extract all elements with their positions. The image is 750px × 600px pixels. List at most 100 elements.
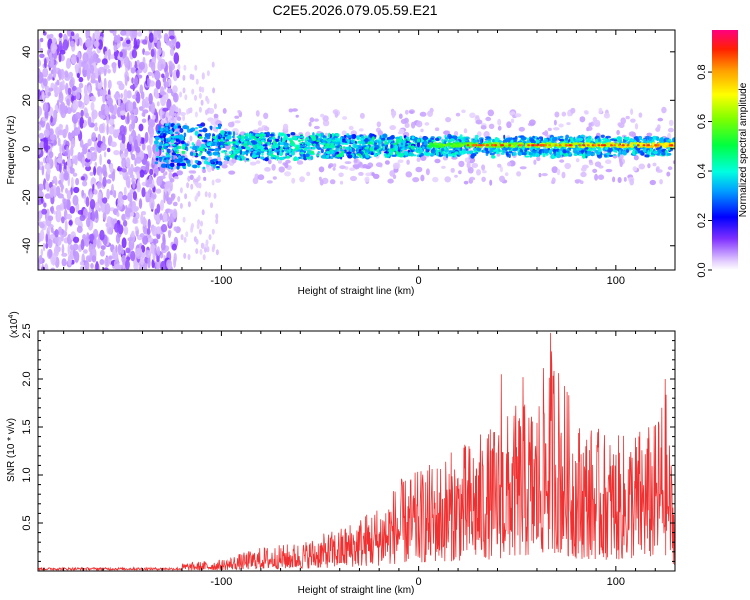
heatmap-cell	[234, 115, 240, 119]
heatmap-cell	[179, 112, 186, 116]
heatmap-cell	[665, 145, 669, 148]
heatmap-cell	[324, 132, 329, 137]
heatmap-cell	[488, 123, 495, 129]
heatmap-cell	[48, 73, 53, 80]
heatmap-cell	[593, 119, 601, 127]
heatmap-cell	[307, 146, 312, 150]
heatmap-cell	[404, 109, 409, 115]
heatmap-cell	[418, 154, 422, 158]
heatmap-cell	[529, 152, 534, 156]
heatmap-cell	[390, 110, 397, 117]
heatmap-cell	[72, 90, 77, 96]
heatmap-cell	[653, 150, 658, 155]
heatmap-cell	[198, 136, 203, 139]
heatmap-cell	[160, 94, 167, 107]
heatmap-cell	[508, 153, 511, 158]
heatmap-cell	[38, 199, 42, 206]
heatmap-cell	[90, 72, 96, 84]
heatmap-cell	[434, 127, 440, 131]
heatmap-cell	[414, 138, 418, 143]
heatmap-cell	[129, 84, 137, 90]
heatmap-cell	[168, 30, 175, 38]
heatmap-cell	[153, 36, 158, 44]
heatmap-cell	[167, 115, 173, 119]
heatmap-cell	[89, 199, 96, 210]
heatmap-cell	[155, 147, 159, 152]
heatmap-cell	[107, 97, 113, 107]
heatmap-cell	[38, 221, 44, 227]
heatmap-cell	[135, 156, 142, 164]
heatmap-cell	[175, 158, 181, 163]
heatmap-cell	[140, 91, 145, 100]
heatmap-cell	[207, 132, 211, 137]
heatmap-cell	[293, 144, 297, 148]
heatmap-cell	[142, 217, 147, 226]
heatmap-cell	[165, 158, 169, 164]
heatmap-cell	[175, 137, 179, 142]
heatmap-cell	[177, 196, 181, 202]
heatmap-cell	[263, 126, 270, 132]
heatmap-cell	[342, 146, 346, 149]
heatmap-cell	[173, 252, 177, 263]
heatmap-cell	[498, 148, 501, 152]
heatmap-cell	[228, 151, 233, 155]
heatmap-cell	[56, 79, 60, 86]
heatmap-cell	[387, 154, 391, 157]
heatmap-cell	[194, 94, 197, 101]
heatmap-cell	[175, 41, 181, 49]
heatmap-cell	[106, 179, 112, 184]
heatmap-cell	[264, 167, 271, 172]
heatmap-cell	[652, 162, 657, 167]
heatmap-cell	[524, 155, 530, 158]
heatmap-cell	[186, 182, 190, 189]
heatmap-cell	[163, 191, 166, 204]
heatmap-cell	[116, 129, 121, 134]
heatmap-cell	[94, 126, 99, 132]
heatmap-cell	[277, 160, 282, 164]
heatmap-cell	[371, 172, 375, 177]
heatmap-cell	[424, 122, 430, 126]
heatmap-cell	[155, 226, 162, 235]
heatmap-cell	[591, 138, 594, 142]
heatmap-cell	[648, 136, 653, 141]
heatmap-cell	[544, 130, 549, 137]
heatmap-cell	[123, 89, 128, 101]
heatmap-cell	[137, 179, 140, 190]
heatmap-cell	[161, 224, 168, 233]
heatmap-cell	[597, 174, 605, 180]
heatmap-cell	[403, 151, 409, 156]
heatmap-cell	[499, 175, 505, 183]
heatmap-cell	[166, 154, 171, 158]
heatmap-cell	[42, 242, 46, 252]
heatmap-cell	[129, 212, 135, 217]
heatmap-cell	[131, 230, 135, 238]
heatmap-cell	[514, 113, 522, 118]
heatmap-cell	[170, 159, 175, 163]
heatmap-cell	[81, 176, 85, 181]
heatmap-cell	[636, 142, 639, 145]
heatmap-cell	[195, 248, 199, 255]
heatmap-cell	[328, 132, 331, 138]
heatmap-cell	[201, 209, 205, 216]
heatmap-cell	[119, 51, 123, 58]
heatmap-cell	[207, 166, 212, 173]
heatmap-cell	[598, 107, 603, 114]
heatmap-cell	[262, 144, 268, 147]
heatmap-cell	[526, 140, 531, 144]
heatmap-cell	[322, 135, 326, 139]
heatmap-cell	[129, 199, 133, 208]
heatmap-cell	[105, 222, 109, 228]
heatmap-cell	[121, 237, 127, 249]
heatmap-cell	[333, 135, 338, 139]
heatmap-cell	[290, 151, 295, 156]
heatmap-cell	[99, 229, 105, 241]
heatmap-cell	[138, 198, 143, 209]
heatmap-cell	[153, 173, 156, 178]
heatmap-cell	[61, 258, 67, 267]
heatmap-cell	[379, 135, 382, 139]
heatmap-cell	[647, 149, 650, 155]
heatmap-cell	[57, 129, 64, 136]
heatmap-cell	[302, 153, 306, 157]
heatmap-cell	[151, 72, 155, 79]
heatmap-cell	[64, 220, 68, 232]
